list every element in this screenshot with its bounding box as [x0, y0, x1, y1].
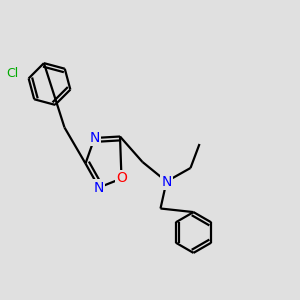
- Text: N: N: [94, 181, 104, 194]
- Text: N: N: [161, 175, 172, 188]
- Text: O: O: [116, 172, 127, 185]
- Text: Cl: Cl: [6, 68, 18, 80]
- Text: N: N: [89, 131, 100, 145]
